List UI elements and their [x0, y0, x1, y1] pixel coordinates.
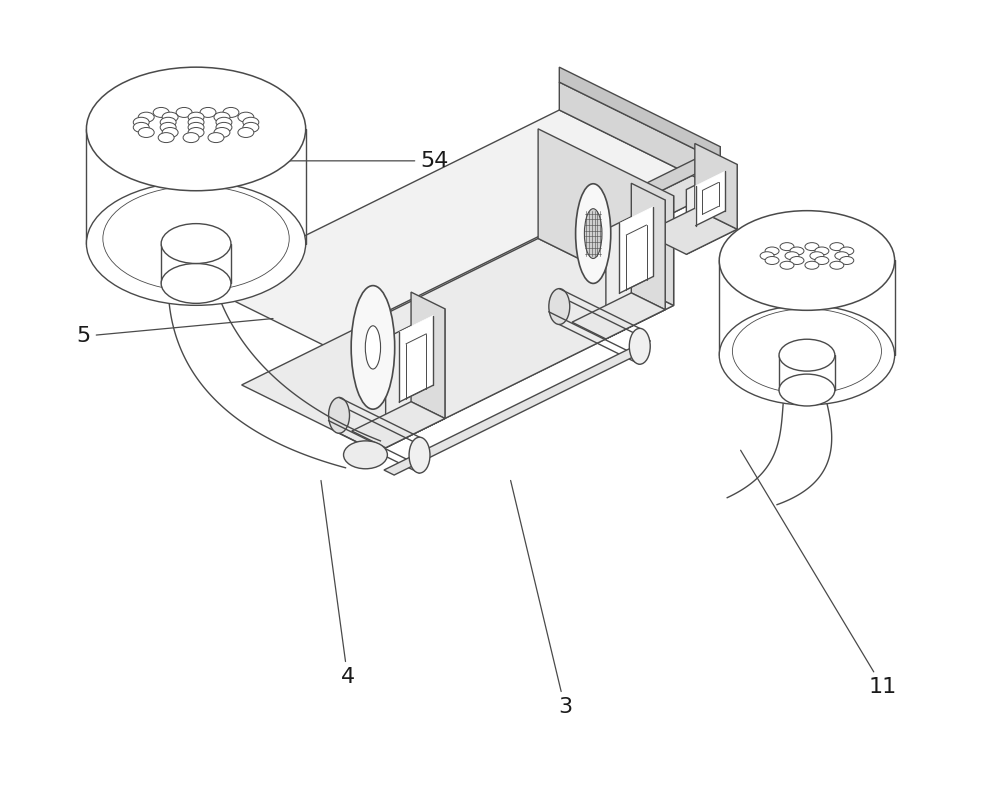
Ellipse shape [216, 117, 232, 127]
Ellipse shape [815, 256, 829, 264]
Ellipse shape [153, 107, 169, 117]
Ellipse shape [183, 133, 199, 142]
Ellipse shape [779, 374, 835, 406]
Ellipse shape [133, 122, 149, 133]
Polygon shape [204, 110, 720, 365]
Ellipse shape [238, 112, 254, 122]
Polygon shape [695, 144, 737, 229]
Ellipse shape [765, 256, 779, 264]
Text: 54: 54 [289, 151, 449, 170]
Ellipse shape [365, 326, 381, 369]
Ellipse shape [805, 242, 819, 250]
Ellipse shape [840, 247, 854, 255]
Polygon shape [411, 292, 445, 419]
Ellipse shape [815, 247, 829, 255]
Ellipse shape [765, 247, 779, 255]
Polygon shape [696, 171, 725, 225]
Ellipse shape [160, 122, 176, 133]
Polygon shape [352, 402, 445, 448]
Ellipse shape [138, 128, 154, 137]
Polygon shape [364, 162, 720, 365]
Ellipse shape [785, 252, 799, 259]
Polygon shape [559, 82, 720, 190]
Ellipse shape [188, 128, 204, 137]
Polygon shape [399, 316, 433, 402]
Text: 4: 4 [321, 481, 355, 687]
Ellipse shape [719, 305, 895, 405]
Ellipse shape [835, 252, 849, 259]
Ellipse shape [188, 122, 204, 133]
Polygon shape [242, 238, 674, 452]
Ellipse shape [188, 117, 204, 127]
Ellipse shape [160, 117, 176, 127]
Ellipse shape [732, 309, 881, 393]
Ellipse shape [214, 128, 230, 137]
Polygon shape [631, 183, 665, 309]
Ellipse shape [214, 112, 230, 122]
Ellipse shape [188, 112, 204, 122]
Polygon shape [572, 292, 665, 339]
Polygon shape [644, 208, 737, 255]
Ellipse shape [223, 107, 239, 117]
Ellipse shape [162, 128, 178, 137]
Ellipse shape [86, 182, 306, 305]
Ellipse shape [760, 252, 774, 259]
Polygon shape [538, 128, 674, 305]
Ellipse shape [162, 112, 178, 122]
Ellipse shape [830, 261, 844, 269]
Ellipse shape [176, 107, 192, 117]
Ellipse shape [576, 183, 611, 284]
Ellipse shape [133, 117, 149, 127]
Ellipse shape [790, 247, 804, 255]
Ellipse shape [779, 339, 835, 371]
Polygon shape [364, 147, 720, 338]
Polygon shape [384, 348, 640, 475]
Ellipse shape [830, 242, 844, 250]
Polygon shape [559, 67, 720, 162]
Ellipse shape [840, 256, 854, 264]
Ellipse shape [216, 122, 232, 133]
Ellipse shape [86, 67, 306, 191]
Ellipse shape [243, 122, 259, 133]
Ellipse shape [208, 133, 224, 142]
Ellipse shape [138, 112, 154, 122]
Ellipse shape [810, 252, 824, 259]
Text: 3: 3 [511, 481, 572, 717]
Polygon shape [619, 207, 653, 293]
Ellipse shape [351, 285, 395, 409]
Text: 11: 11 [741, 450, 897, 697]
Ellipse shape [103, 186, 289, 291]
Polygon shape [377, 196, 674, 452]
Text: 5: 5 [76, 318, 273, 347]
Ellipse shape [409, 437, 430, 473]
Ellipse shape [790, 256, 804, 264]
Ellipse shape [344, 441, 387, 469]
Ellipse shape [200, 107, 216, 117]
Polygon shape [386, 309, 445, 448]
Ellipse shape [629, 328, 650, 364]
Ellipse shape [780, 242, 794, 250]
Ellipse shape [158, 133, 174, 142]
Ellipse shape [161, 263, 231, 303]
Ellipse shape [780, 261, 794, 269]
Ellipse shape [238, 128, 254, 137]
Polygon shape [686, 164, 737, 255]
Ellipse shape [584, 208, 602, 259]
Ellipse shape [719, 211, 895, 310]
Ellipse shape [329, 398, 350, 433]
Ellipse shape [243, 117, 259, 127]
Ellipse shape [805, 261, 819, 269]
Ellipse shape [161, 224, 231, 263]
Polygon shape [606, 200, 665, 339]
Ellipse shape [549, 288, 570, 325]
